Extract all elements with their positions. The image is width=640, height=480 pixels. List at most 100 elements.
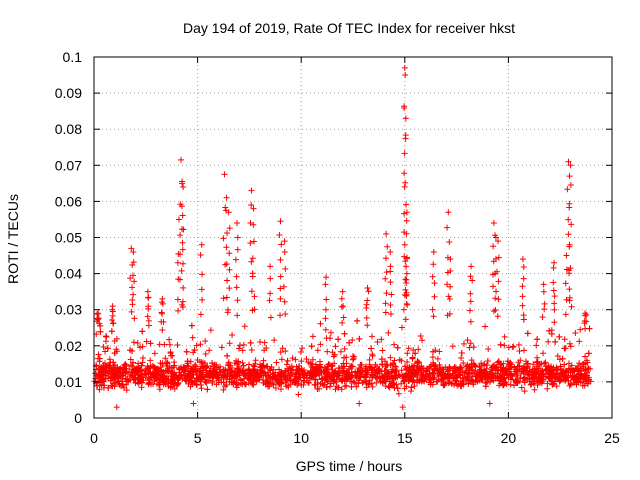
data-point xyxy=(245,366,252,373)
data-point xyxy=(583,311,590,318)
data-point xyxy=(364,297,371,304)
data-point xyxy=(310,366,317,373)
data-point xyxy=(400,306,407,313)
data-point xyxy=(303,355,310,362)
data-point xyxy=(566,204,573,211)
data-point xyxy=(239,359,246,366)
data-point xyxy=(319,375,326,382)
data-point xyxy=(383,376,390,383)
data-point xyxy=(240,341,247,348)
data-point xyxy=(382,300,389,307)
data-point xyxy=(232,256,239,263)
data-point xyxy=(500,382,507,389)
data-point xyxy=(266,297,273,304)
data-point xyxy=(366,356,373,363)
data-point xyxy=(415,346,422,353)
data-point xyxy=(519,293,526,300)
data-point xyxy=(309,356,316,363)
data-point xyxy=(363,373,370,380)
data-point xyxy=(520,368,527,375)
data-point xyxy=(98,377,105,384)
data-point xyxy=(341,345,348,352)
data-point xyxy=(431,293,438,300)
data-point xyxy=(253,377,260,384)
data-point xyxy=(373,379,380,386)
data-point xyxy=(441,381,448,388)
data-point xyxy=(234,365,241,372)
data-point xyxy=(462,367,469,374)
data-point xyxy=(565,216,572,223)
data-point xyxy=(295,391,302,398)
data-point xyxy=(382,309,389,316)
data-point xyxy=(545,374,552,381)
data-point xyxy=(585,350,592,357)
data-point xyxy=(102,348,109,355)
data-point xyxy=(464,373,471,380)
data-point xyxy=(158,318,165,325)
data-point xyxy=(539,367,546,374)
data-point xyxy=(296,374,303,381)
data-point xyxy=(112,373,119,380)
data-point xyxy=(150,381,157,388)
data-point xyxy=(385,329,392,336)
data-point xyxy=(470,344,477,351)
data-point xyxy=(156,341,163,348)
data-point xyxy=(264,363,271,370)
data-point xyxy=(103,333,110,340)
data-point xyxy=(239,368,246,375)
data-point xyxy=(426,377,433,384)
data-point xyxy=(496,377,503,384)
data-point xyxy=(401,183,408,190)
data-point xyxy=(444,224,451,231)
data-point xyxy=(180,226,187,233)
x-tick-label: 25 xyxy=(604,430,620,446)
data-point xyxy=(408,376,415,383)
data-point xyxy=(257,338,264,345)
data-point xyxy=(287,372,294,379)
data-point xyxy=(225,359,232,366)
data-point xyxy=(552,338,559,345)
data-point xyxy=(445,293,452,300)
data-point xyxy=(430,248,437,255)
data-point xyxy=(387,268,394,275)
data-point xyxy=(368,333,375,340)
data-point xyxy=(404,350,411,357)
data-point xyxy=(495,296,502,303)
data-point xyxy=(123,387,130,394)
data-point xyxy=(356,364,363,371)
data-point xyxy=(164,360,171,367)
data-point xyxy=(403,209,410,216)
data-point xyxy=(561,345,568,352)
data-point xyxy=(248,288,255,295)
data-point xyxy=(110,320,117,327)
data-point xyxy=(550,264,557,271)
data-point xyxy=(471,370,478,377)
data-point xyxy=(494,268,501,275)
data-point xyxy=(130,339,137,346)
data-point xyxy=(348,383,355,390)
data-point xyxy=(381,358,388,365)
data-point xyxy=(447,268,454,275)
data-point xyxy=(329,373,336,380)
data-point xyxy=(128,245,135,252)
data-point xyxy=(403,280,410,287)
data-point xyxy=(577,326,584,333)
data-point xyxy=(338,363,345,370)
y-tick-label: 0.05 xyxy=(55,230,82,246)
data-point xyxy=(178,156,185,163)
data-point xyxy=(250,221,257,228)
data-point xyxy=(394,344,401,351)
data-point xyxy=(253,371,260,378)
data-point xyxy=(230,379,237,386)
data-point xyxy=(223,194,230,201)
data-point xyxy=(323,274,330,281)
data-point xyxy=(585,365,592,372)
data-point xyxy=(323,371,330,378)
data-point xyxy=(383,290,390,297)
data-point xyxy=(519,365,526,372)
data-point xyxy=(216,366,223,373)
data-point xyxy=(465,379,472,386)
data-point xyxy=(530,361,537,368)
data-point xyxy=(484,361,491,368)
data-point xyxy=(520,312,527,319)
